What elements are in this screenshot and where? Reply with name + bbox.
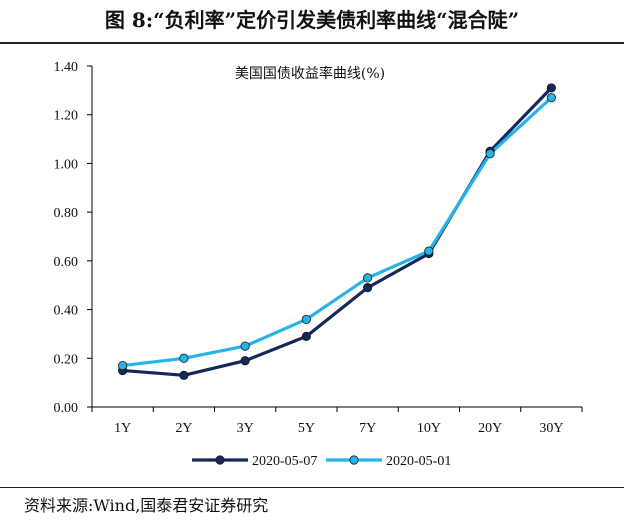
y-tick-label: 0.20 (54, 352, 79, 367)
legend-swatch-marker (349, 455, 359, 465)
x-tick-label: 5Y (298, 421, 315, 436)
legend-swatch-marker (215, 455, 225, 465)
y-tick-label: 0.80 (54, 206, 79, 221)
series-0 (121, 86, 553, 377)
x-tick-label: 7Y (359, 421, 376, 436)
x-tick-label: 10Y (417, 421, 441, 436)
chart-axes: 0.00 0.20 0.40 0.60 0.80 1.00 1.20 1.40 1Y 2Y 3Y 5Y… (54, 60, 583, 436)
source-note: 资料来源:Wind,国泰君安证券研究 (24, 496, 269, 515)
y-tick-label: 1.20 (54, 109, 79, 124)
legend-label: 2020-05-07 (252, 454, 317, 469)
x-tick-label: 1Y (114, 421, 131, 436)
legend-item: 2020-05-07 (192, 454, 317, 469)
data-point (240, 341, 250, 351)
data-point (179, 353, 189, 363)
legend-label: 2020-05-01 (386, 454, 451, 469)
y-tick-label: 0.60 (54, 255, 79, 270)
y-tick-label: 0.40 (54, 304, 79, 319)
chart-title: 美国国债收益率曲线(%) (235, 65, 385, 82)
x-tick-label: 3Y (237, 421, 254, 436)
top-rule (0, 42, 624, 44)
y-tick-label: 0.00 (54, 401, 79, 416)
series-layer (118, 83, 556, 380)
x-tick-label: 20Y (478, 421, 502, 436)
data-point (424, 246, 434, 256)
legend-item: 2020-05-01 (326, 454, 451, 469)
data-point (301, 314, 311, 324)
data-point (118, 360, 128, 371)
figure-title: 图 8:“负利率”定价引发美债利率曲线“混合陡” (104, 8, 520, 32)
data-point (179, 370, 189, 380)
series-0-markers (118, 83, 556, 380)
series-1 (121, 96, 553, 368)
y-tick-label: 1.40 (54, 60, 79, 75)
legend: 2020-05-07 2020-05-01 (192, 454, 451, 469)
x-tick-label: 30Y (539, 421, 563, 436)
data-point (363, 273, 373, 283)
bottom-rule (0, 487, 624, 488)
series-line (121, 86, 553, 377)
data-point (240, 356, 250, 366)
data-point (546, 93, 556, 103)
series-line (121, 96, 553, 368)
y-tick-label: 1.00 (54, 157, 79, 172)
data-point (301, 331, 311, 341)
x-tick-label: 2Y (175, 421, 192, 436)
data-point (485, 149, 495, 159)
line-chart: 美国国债收益率曲线(%) 0.00 0.20 0.40 0.60 0.80 1.00 1.2… (54, 60, 583, 469)
data-point (546, 83, 556, 93)
data-point (363, 283, 373, 293)
series-1-markers (118, 93, 556, 371)
